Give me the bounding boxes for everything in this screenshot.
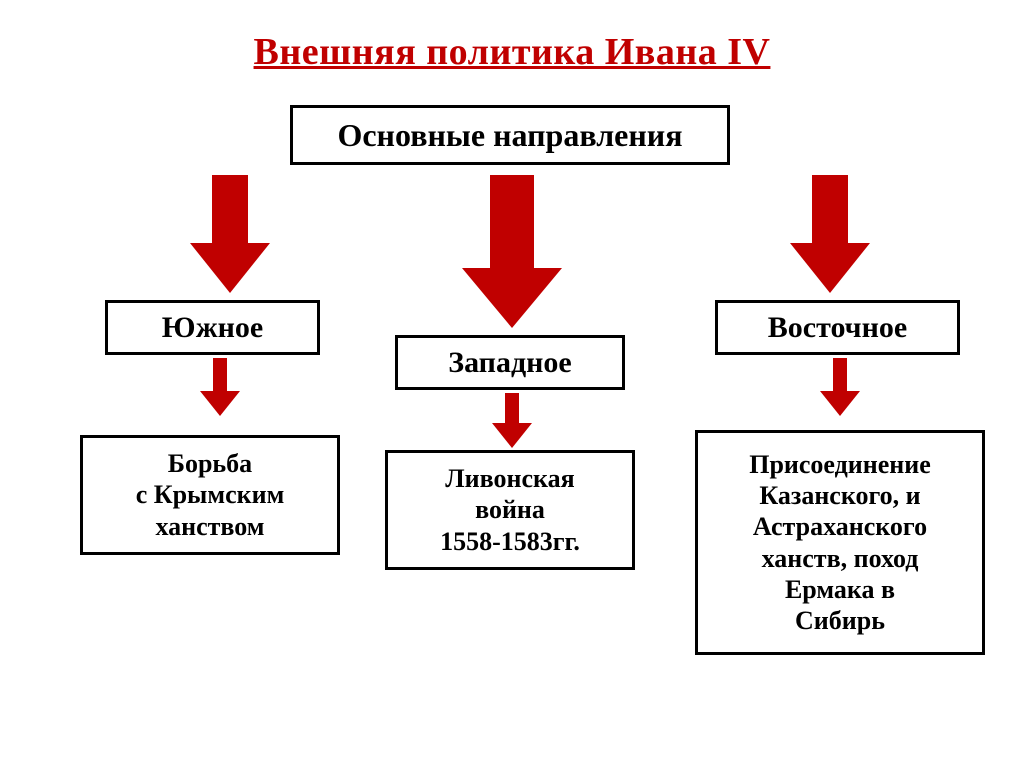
box-south-label: Южное	[105, 300, 320, 355]
east-desc: Присоединение Казанского, и Астраханског…	[749, 449, 931, 636]
box-east-desc: Присоединение Казанского, и Астраханског…	[695, 430, 985, 655]
south-label: Южное	[162, 310, 264, 346]
box-main-directions: Основные направления	[290, 105, 730, 165]
west-desc: Ливонская война 1558-1583гг.	[440, 463, 580, 557]
box-south-desc: Борьба с Крымским ханством	[80, 435, 340, 555]
arrow-main-to-east	[790, 175, 870, 295]
box-east-label: Восточное	[715, 300, 960, 355]
arrow-south-to-desc	[200, 358, 240, 418]
arrow-east-to-desc	[820, 358, 860, 418]
south-desc: Борьба с Крымским ханством	[136, 448, 285, 542]
west-label: Западное	[448, 345, 572, 381]
arrow-main-to-west	[462, 175, 562, 330]
arrow-west-to-desc	[492, 393, 532, 448]
box-west-label: Западное	[395, 335, 625, 390]
east-label: Восточное	[768, 310, 907, 346]
arrow-main-to-south	[190, 175, 270, 295]
box-west-desc: Ливонская война 1558-1583гг.	[385, 450, 635, 570]
diagram-title: Внешняя политика Ивана IV	[0, 0, 1024, 74]
box-main-label: Основные направления	[337, 116, 682, 154]
